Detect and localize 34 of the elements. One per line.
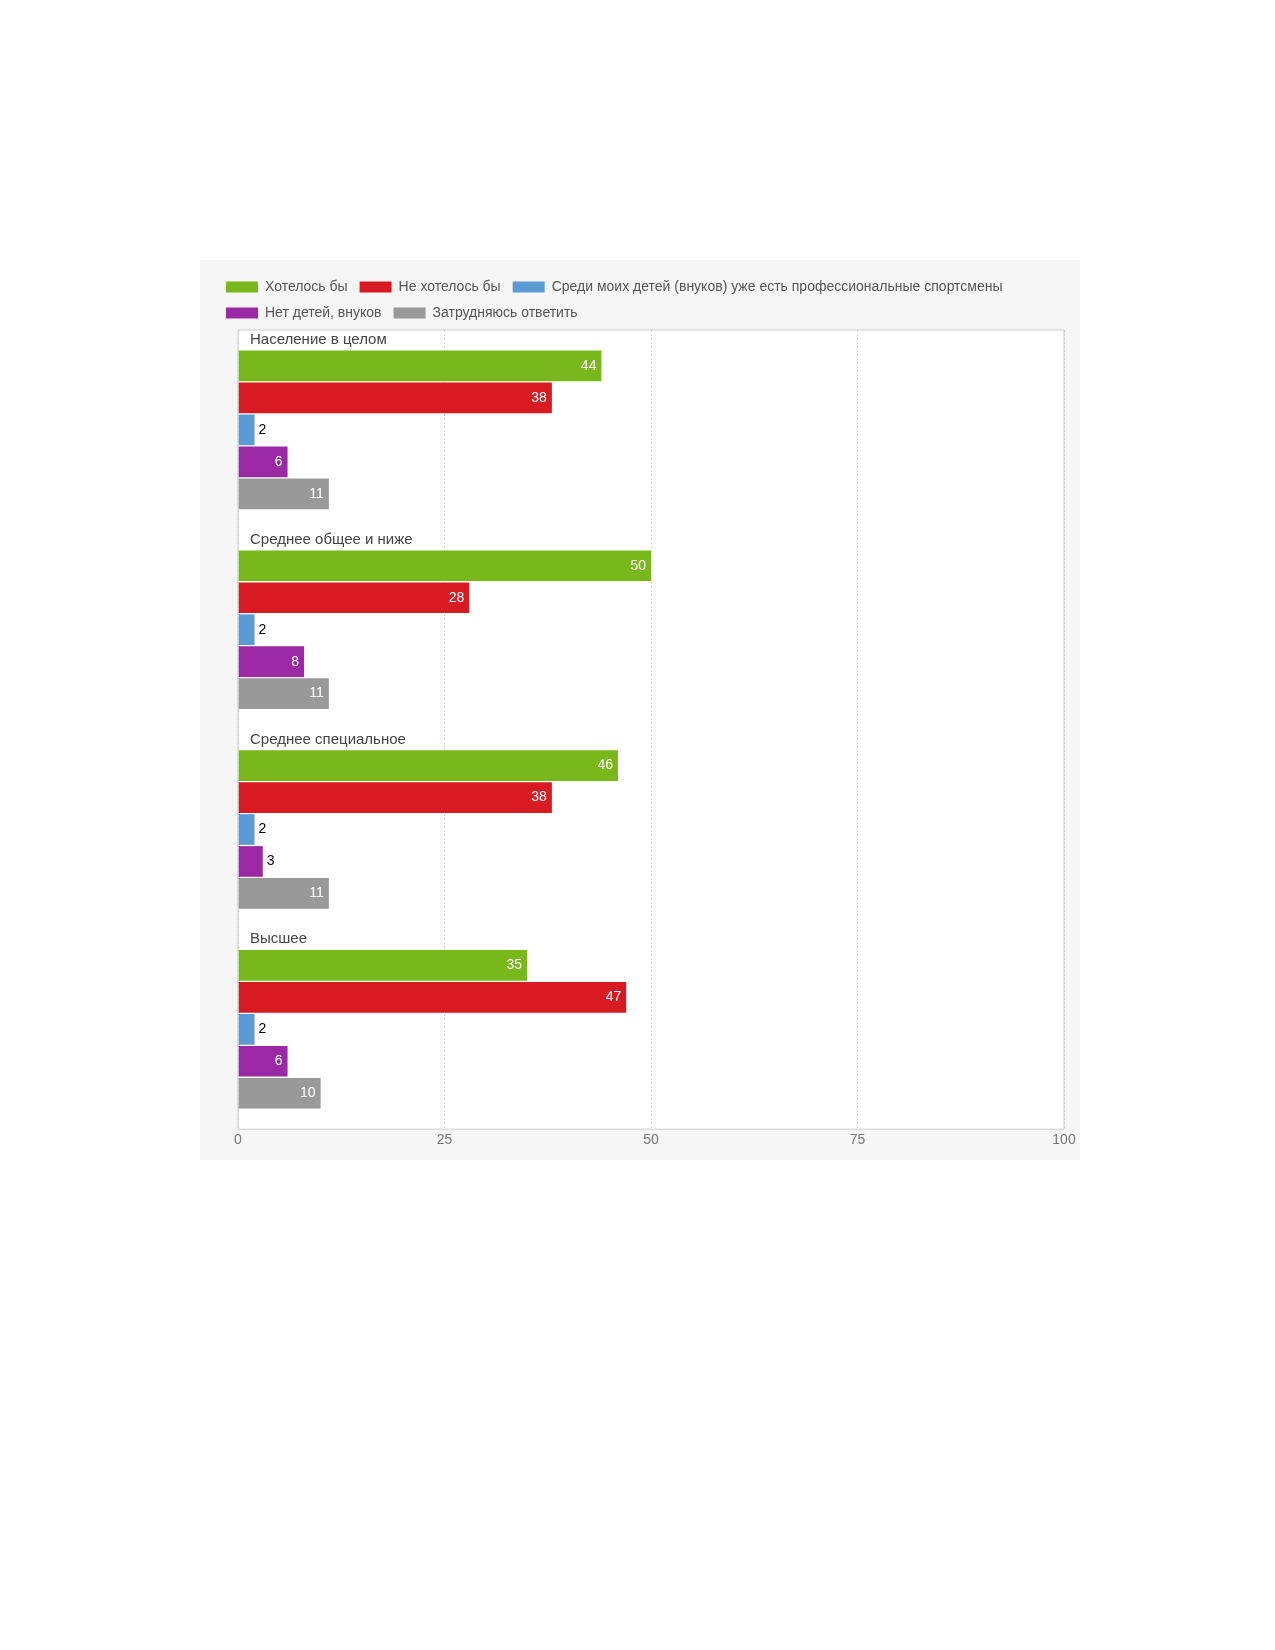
legend-label: Нет детей, внуков	[265, 303, 382, 320]
data-label: 11	[309, 684, 325, 701]
data-label: 2	[258, 820, 267, 837]
data-label: 10	[300, 1084, 316, 1101]
data-label: 3	[266, 852, 275, 869]
data-label: 38	[531, 388, 548, 405]
x-tick-label: 25	[436, 1131, 453, 1148]
x-tick-label: 100	[1052, 1131, 1076, 1148]
data-label: 11	[309, 884, 325, 901]
data-label: 35	[506, 956, 523, 973]
data-label: 50	[630, 556, 647, 573]
y-tick-label: Высшее	[250, 929, 308, 947]
x-tick-label: 0	[234, 1131, 243, 1148]
data-label: 28	[448, 588, 465, 605]
data-label: 2	[258, 1020, 267, 1037]
y-tick-label: Среднее общее и ниже	[250, 529, 413, 547]
x-tick-label: 75	[849, 1131, 866, 1148]
data-label: 8	[291, 652, 300, 669]
legend-label: Среди моих детей (внуков) уже есть профессиональные спортсмены	[551, 277, 1003, 294]
y-tick-label: Среднее специальное	[250, 729, 406, 747]
data-label: 2	[258, 620, 267, 637]
data-label: 44	[580, 356, 597, 373]
data-label: 6	[274, 1052, 283, 1069]
data-label: 6	[274, 452, 283, 469]
data-label: 47	[605, 988, 622, 1005]
x-tick-label: 50	[643, 1131, 659, 1148]
y-tick-label: Население в целом	[250, 330, 387, 348]
legend-label: Не хотелось бы	[398, 277, 501, 294]
legend-label: Затрудняюсь ответить	[432, 303, 578, 320]
data-label: 46	[597, 756, 614, 773]
data-label: 11	[309, 484, 325, 501]
data-label: 2	[258, 420, 267, 437]
data-label: 38	[531, 788, 548, 805]
legend-label: Хотелось бы	[265, 277, 348, 294]
